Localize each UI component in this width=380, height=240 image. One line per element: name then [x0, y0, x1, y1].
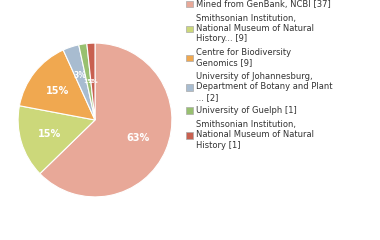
Wedge shape	[18, 106, 95, 174]
Text: 1%: 1%	[87, 79, 98, 84]
Text: 3%: 3%	[74, 71, 87, 80]
Wedge shape	[79, 43, 95, 120]
Wedge shape	[63, 45, 95, 120]
Wedge shape	[40, 43, 172, 197]
Text: 63%: 63%	[127, 133, 150, 143]
Wedge shape	[19, 50, 95, 120]
Text: 1%: 1%	[84, 79, 94, 84]
Text: 15%: 15%	[38, 129, 62, 138]
Text: 15%: 15%	[46, 86, 70, 96]
Wedge shape	[87, 43, 95, 120]
Legend: Mined from GenBank, NCBI [37], Smithsonian Institution,
National Museum of Natur: Mined from GenBank, NCBI [37], Smithsoni…	[186, 0, 333, 150]
